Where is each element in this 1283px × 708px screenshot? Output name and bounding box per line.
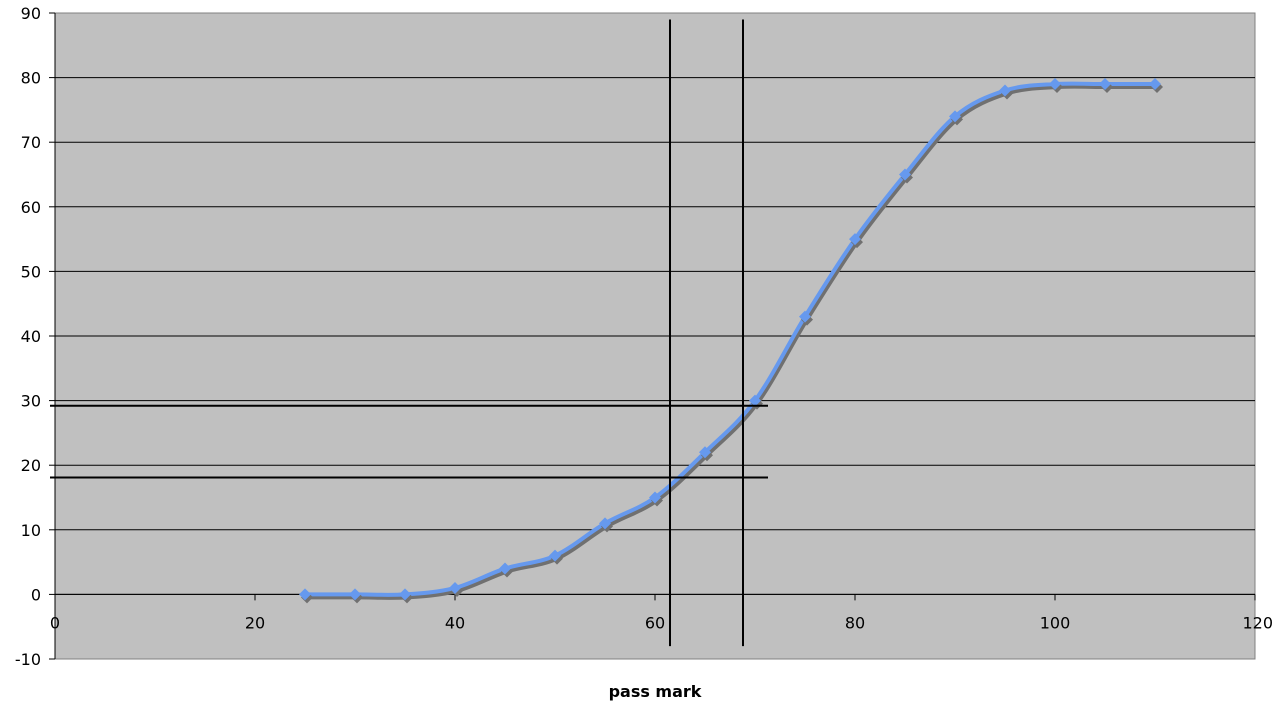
axes xyxy=(49,12,1256,660)
data-point xyxy=(949,110,961,123)
y-tick-label: 20 xyxy=(21,456,41,475)
y-tick-label: 10 xyxy=(21,521,41,540)
x-tick-label: 0 xyxy=(50,613,60,632)
series-group xyxy=(299,78,1163,604)
data-point xyxy=(1049,78,1061,91)
y-tick-label: 60 xyxy=(21,198,41,217)
data-point xyxy=(999,84,1011,97)
reference-lines xyxy=(50,19,768,647)
data-point xyxy=(749,394,761,407)
data-point xyxy=(1149,78,1161,91)
x-tick-label: 80 xyxy=(845,613,865,632)
data-point xyxy=(699,446,711,459)
data-point xyxy=(599,517,611,530)
data-point xyxy=(499,562,511,575)
data-point xyxy=(899,168,911,181)
data-point xyxy=(849,233,861,246)
data-point xyxy=(399,588,411,601)
data-point xyxy=(799,310,811,323)
y-tick-label: 70 xyxy=(21,133,41,152)
x-tick-label: 40 xyxy=(445,613,465,632)
y-tick-label: -10 xyxy=(15,650,41,669)
data-point xyxy=(649,491,661,504)
data-point xyxy=(1099,78,1111,91)
y-tick-label: 50 xyxy=(21,262,41,281)
x-tick-label: 100 xyxy=(1040,613,1071,632)
x-tick-label: 120 xyxy=(1242,613,1273,632)
y-tick-label: 40 xyxy=(21,327,41,346)
x-tick-label: 20 xyxy=(245,613,265,632)
y-tick-label: 30 xyxy=(21,392,41,411)
data-point xyxy=(349,588,361,601)
y-tick-label: 90 xyxy=(21,4,41,23)
data-point xyxy=(449,581,461,594)
x-tick-label: 60 xyxy=(645,613,665,632)
y-tick-label: 0 xyxy=(31,585,41,604)
data-point xyxy=(549,549,561,562)
y-tick-label: 80 xyxy=(21,69,41,88)
x-tick-labels: 0 20 40 60 80 100 120 xyxy=(50,613,1273,632)
x-axis-label: pass mark xyxy=(609,682,702,701)
y-tick-labels: -10 0 10 20 30 40 50 60 70 80 90 xyxy=(15,4,41,669)
data-point xyxy=(299,588,311,601)
